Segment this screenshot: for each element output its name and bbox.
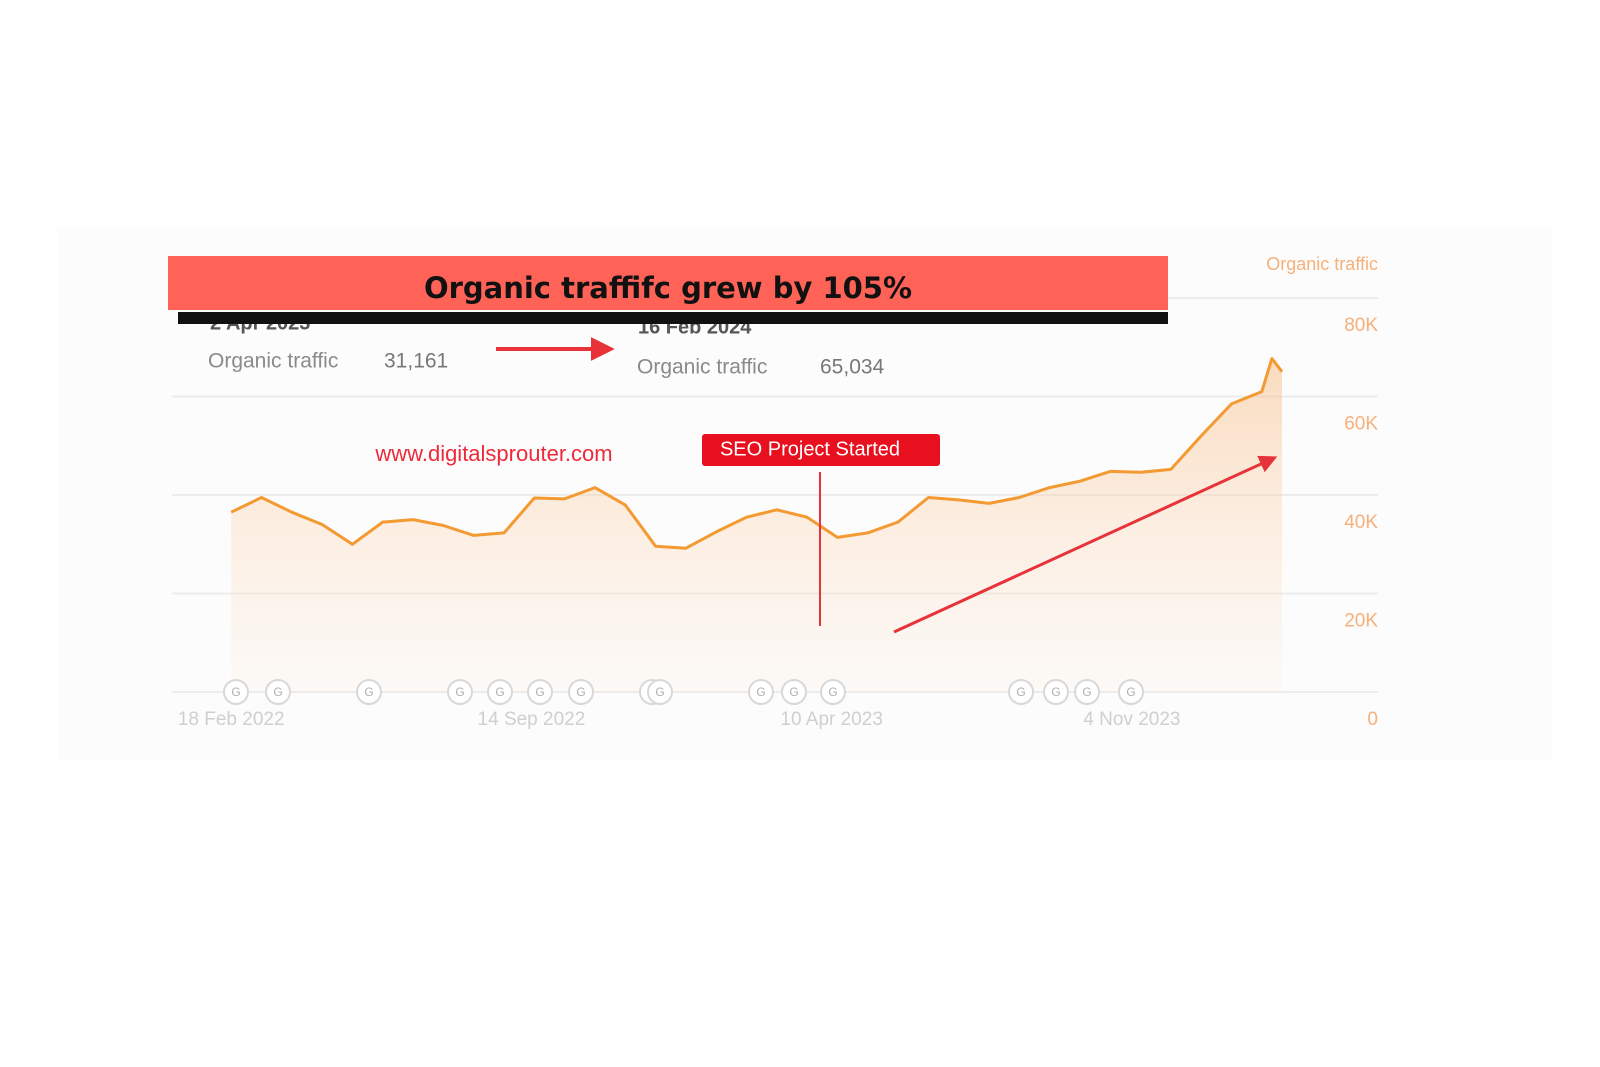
- watermark: www.digitalsprouter.com: [374, 441, 612, 466]
- update-marker-label: G: [789, 685, 798, 699]
- update-marker: [647, 679, 673, 705]
- update-marker-label: G: [1016, 685, 1025, 699]
- chart-title: Organic traffifc grew by 105%: [424, 271, 912, 305]
- update-marker-label: G: [576, 685, 585, 699]
- update-marker: [1118, 679, 1144, 705]
- y-axis-label: Organic traffic: [1266, 254, 1378, 274]
- x-tick-label: 10 Apr 2023: [780, 709, 882, 730]
- trend-arrow: [893, 455, 1278, 634]
- tooltip-value: 31,161: [384, 350, 448, 373]
- update-marker-label: G: [1051, 685, 1060, 699]
- update-marker: [568, 679, 594, 705]
- x-tick-label: 14 Sep 2022: [478, 709, 586, 730]
- update-marker-label: G: [1082, 685, 1091, 699]
- update-marker-label: G: [495, 685, 504, 699]
- event-label: SEO Project Started: [720, 438, 900, 460]
- update-marker-label: G: [1126, 685, 1135, 699]
- update-marker: [265, 679, 291, 705]
- y-tick-label: 60K: [1344, 414, 1378, 435]
- update-marker: [1074, 679, 1100, 705]
- banner-shadow: [178, 312, 1168, 324]
- y-tick-label: 80K: [1344, 315, 1378, 336]
- tooltip-label: Organic traffic: [208, 350, 338, 373]
- update-marker-label: G: [828, 685, 837, 699]
- area: [231, 358, 1283, 692]
- line: [230, 357, 1284, 550]
- update-marker: [1008, 679, 1034, 705]
- x-tick-label: 18 Feb 2022: [178, 709, 285, 730]
- update-marker: [1043, 679, 1069, 705]
- y-tick-label: 0: [1367, 709, 1378, 730]
- update-marker: [223, 679, 249, 705]
- y-tick-label: 40K: [1344, 512, 1378, 533]
- tooltip-label: Organic traffic: [637, 356, 767, 379]
- update-marker: [820, 679, 846, 705]
- x-tick-label: 4 Nov 2023: [1083, 709, 1180, 730]
- update-marker-label: G: [455, 685, 464, 699]
- update-marker-label: G: [231, 685, 240, 699]
- plot: GGGGGGGGGGGGGGGG: [223, 357, 1284, 705]
- event-badge: [702, 434, 940, 466]
- banner: [168, 256, 1168, 310]
- update-marker-label: G: [535, 685, 544, 699]
- update-marker: [447, 679, 473, 705]
- y-tick-label: 20K: [1344, 611, 1378, 632]
- update-marker: [748, 679, 774, 705]
- update-marker: [356, 679, 382, 705]
- update-marker-label: G: [655, 685, 664, 699]
- update-marker: [487, 679, 513, 705]
- update-marker-label: G: [756, 685, 765, 699]
- update-marker: [781, 679, 807, 705]
- tooltip-value: 65,034: [820, 356, 885, 379]
- update-marker-label: G: [273, 685, 282, 699]
- update-marker: [527, 679, 553, 705]
- update-marker-label: G: [364, 685, 373, 699]
